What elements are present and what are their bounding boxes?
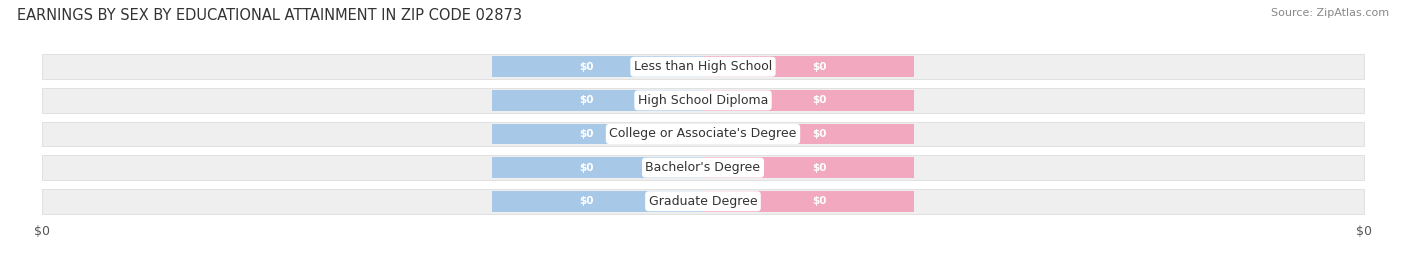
- Bar: [42, 122, 1364, 146]
- Text: EARNINGS BY SEX BY EDUCATIONAL ATTAINMENT IN ZIP CODE 02873: EARNINGS BY SEX BY EDUCATIONAL ATTAINMEN…: [17, 8, 522, 23]
- Bar: [492, 56, 703, 77]
- Bar: [703, 124, 914, 144]
- Bar: [492, 124, 703, 144]
- Bar: [492, 90, 703, 111]
- Text: $0: $0: [813, 129, 827, 139]
- Bar: [42, 54, 1364, 79]
- Text: $0: $0: [579, 95, 593, 105]
- Bar: [42, 88, 1364, 113]
- Text: $0: $0: [813, 196, 827, 206]
- Bar: [42, 189, 1364, 214]
- Bar: [703, 191, 914, 212]
- Text: Less than High School: Less than High School: [634, 60, 772, 73]
- Bar: [703, 90, 914, 111]
- Text: College or Associate's Degree: College or Associate's Degree: [609, 128, 797, 140]
- Text: High School Diploma: High School Diploma: [638, 94, 768, 107]
- Bar: [492, 157, 703, 178]
- Text: $0: $0: [813, 163, 827, 173]
- Bar: [492, 191, 703, 212]
- Text: Bachelor's Degree: Bachelor's Degree: [645, 161, 761, 174]
- Text: $0: $0: [579, 163, 593, 173]
- Bar: [42, 155, 1364, 180]
- Bar: [703, 56, 914, 77]
- Text: $0: $0: [579, 129, 593, 139]
- Bar: [703, 157, 914, 178]
- Text: $0: $0: [813, 95, 827, 105]
- Text: Graduate Degree: Graduate Degree: [648, 195, 758, 208]
- Text: Source: ZipAtlas.com: Source: ZipAtlas.com: [1271, 8, 1389, 18]
- Text: $0: $0: [579, 62, 593, 72]
- Text: $0: $0: [813, 62, 827, 72]
- Text: $0: $0: [579, 196, 593, 206]
